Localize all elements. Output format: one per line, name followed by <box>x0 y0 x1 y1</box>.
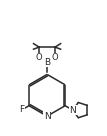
Text: N: N <box>44 112 51 121</box>
Text: O: O <box>36 53 42 62</box>
Text: N: N <box>69 106 76 115</box>
Text: F: F <box>19 105 25 114</box>
Text: O: O <box>52 53 58 62</box>
Text: B: B <box>44 58 50 67</box>
